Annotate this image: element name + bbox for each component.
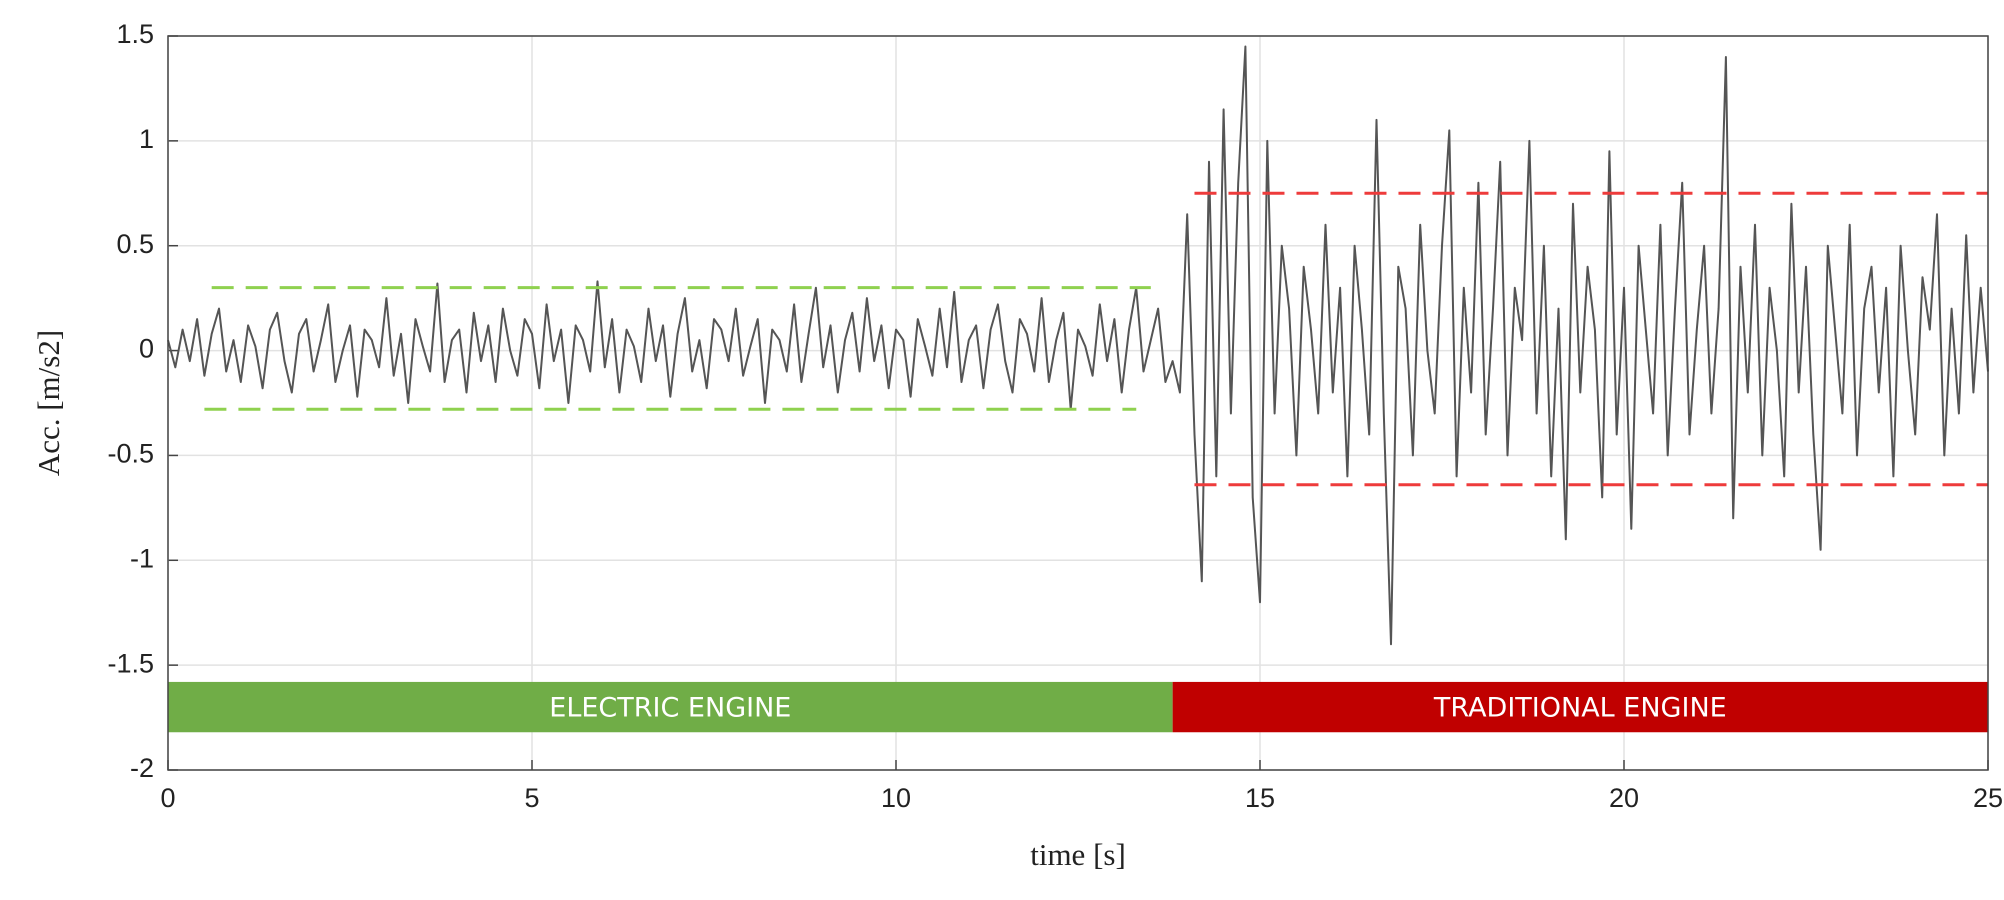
y-tick-label: -1 xyxy=(130,543,154,573)
x-tick-label: 10 xyxy=(881,783,911,813)
x-tick-label: 25 xyxy=(1973,783,2003,813)
y-tick-label: -2 xyxy=(130,753,154,783)
x-tick-label: 5 xyxy=(524,783,539,813)
plot-area xyxy=(168,36,1988,770)
y-tick-label: -1.5 xyxy=(107,648,154,678)
x-tick-label: 0 xyxy=(160,783,175,813)
y-tick-label: 1.5 xyxy=(116,19,154,49)
y-tick-label: -0.5 xyxy=(107,439,154,469)
x-tick-label: 20 xyxy=(1609,783,1639,813)
x-tick-label: 15 xyxy=(1245,783,1275,813)
y-tick-label: 1 xyxy=(139,124,154,154)
plot-frame xyxy=(167,35,1989,771)
x-axis-label: time [s] xyxy=(1030,837,1126,872)
y-axis-label: Acc. [m/s2] xyxy=(31,330,66,476)
region-bar xyxy=(1172,681,1988,733)
y-tick-label: 0.5 xyxy=(116,229,154,259)
signal-line xyxy=(167,45,1989,646)
region-label: TRADITIONAL ENGINE xyxy=(1433,693,1727,724)
region-label: ELECTRIC ENGINE xyxy=(549,693,791,724)
region-bar xyxy=(168,681,1173,733)
y-tick-label: 0 xyxy=(139,334,154,364)
